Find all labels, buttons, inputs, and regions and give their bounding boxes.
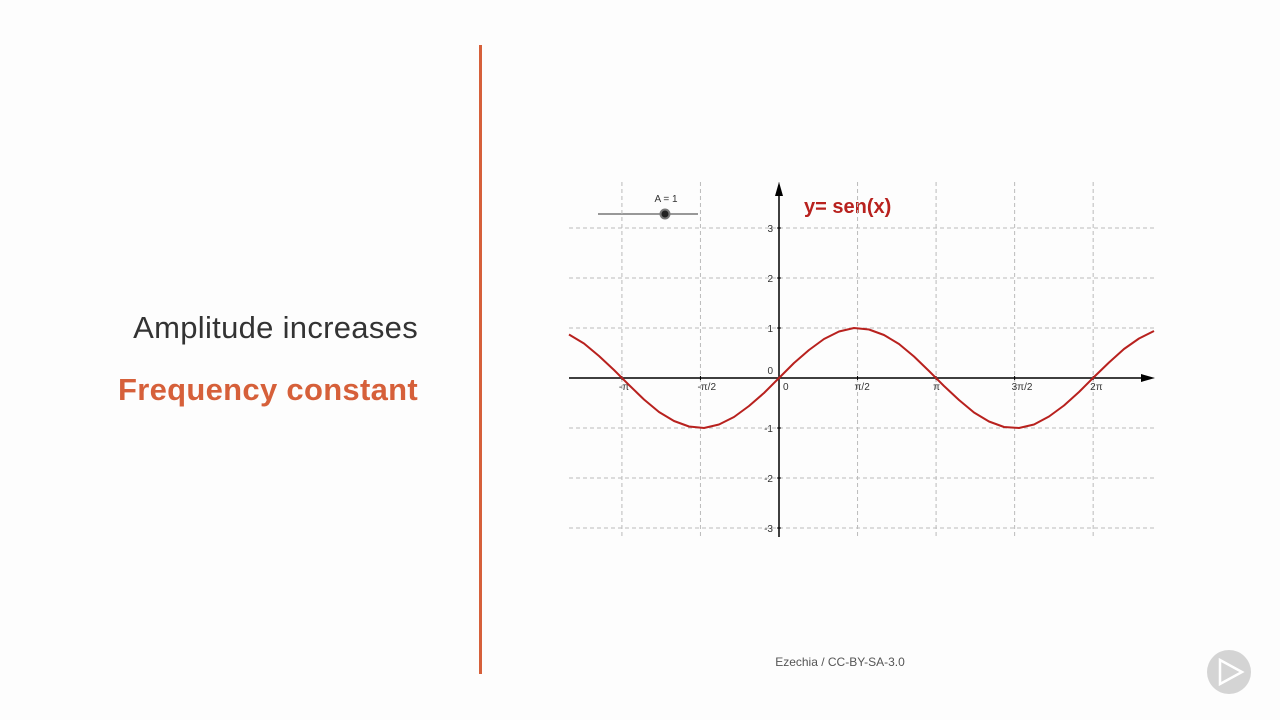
y-axis-arrow <box>775 182 783 196</box>
divider <box>479 45 482 674</box>
x-axis-arrow <box>1141 374 1155 382</box>
logo <box>1207 650 1251 694</box>
y-tick-label: 0 <box>767 366 773 377</box>
chart-title: y= sen(x) <box>804 196 891 218</box>
slider-label: A = 1 <box>654 194 678 205</box>
curve <box>568 327 1155 429</box>
y-tick-label: -2 <box>764 474 773 485</box>
x-tick-label: π <box>933 382 940 393</box>
y-tick-label: 1 <box>767 324 773 335</box>
x-tick-label: -π/2 <box>697 382 716 393</box>
x-tick-label: 3π/2 <box>1012 382 1033 393</box>
y-tick-label: 3 <box>767 224 773 235</box>
x-tick-label: 0 <box>783 382 789 393</box>
x-tick-label: -π <box>619 382 629 393</box>
y-tick-label: 2 <box>767 274 773 285</box>
subheading: Frequency constant <box>118 372 418 407</box>
credit: Ezechia / CC-BY-SA-3.0 <box>775 655 905 669</box>
heading: Amplitude increases <box>133 310 418 345</box>
x-tick-label: π/2 <box>855 382 871 393</box>
y-tick-label: -1 <box>764 424 773 435</box>
slider-handle[interactable] <box>659 208 671 220</box>
x-tick-label: 2π <box>1090 382 1103 393</box>
y-tick-label: -3 <box>764 524 773 535</box>
